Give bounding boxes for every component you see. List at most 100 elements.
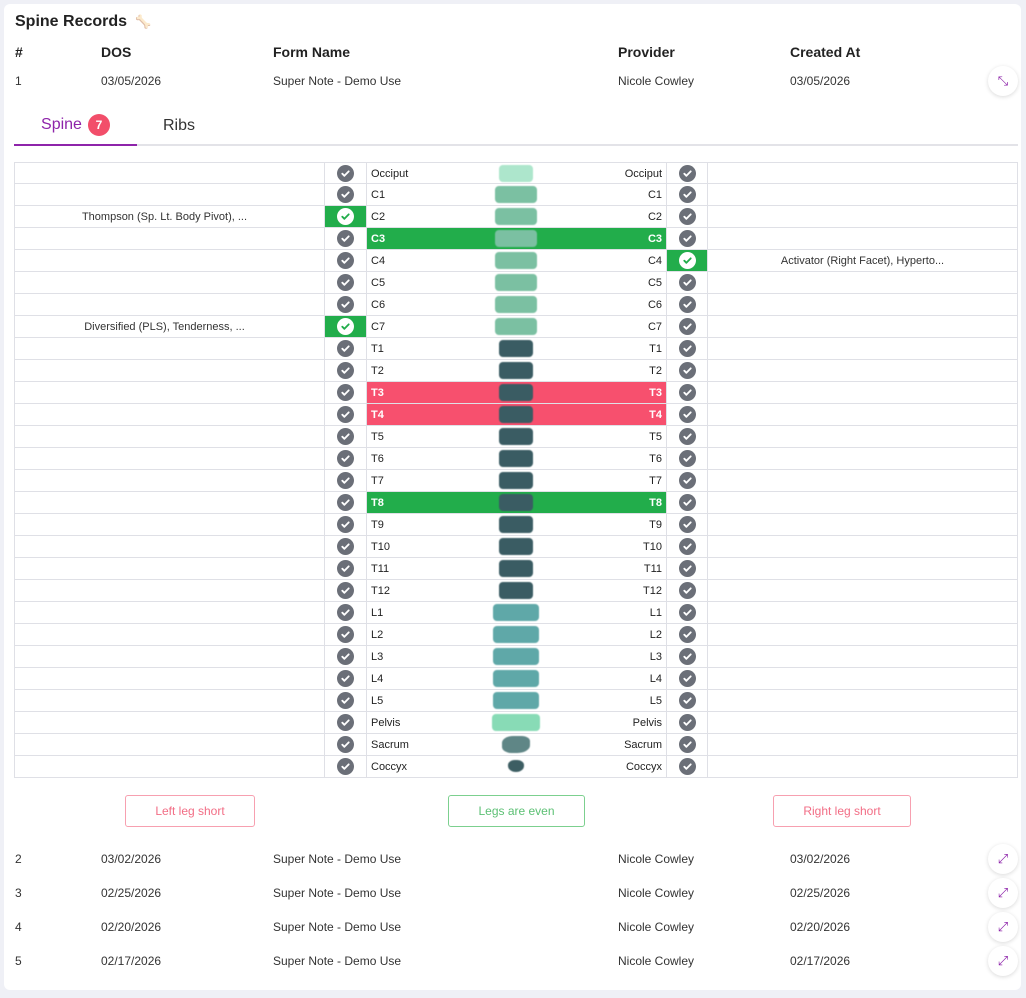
left-note-cell[interactable]: [14, 448, 325, 469]
check-circle-icon[interactable]: [337, 604, 354, 621]
right-check-cell[interactable]: [666, 404, 708, 425]
check-circle-icon[interactable]: [678, 626, 696, 643]
right-check-cell[interactable]: [666, 206, 708, 227]
check-circle-icon[interactable]: [337, 208, 354, 225]
left-note-cell[interactable]: [14, 690, 325, 711]
left-check-cell[interactable]: [325, 338, 367, 359]
left-note-cell[interactable]: [14, 624, 325, 645]
right-check-cell[interactable]: [666, 163, 708, 184]
right-check-cell[interactable]: [666, 294, 708, 315]
left-note-cell[interactable]: [14, 382, 325, 403]
check-circle-icon[interactable]: [337, 252, 354, 269]
right-check-cell[interactable]: [666, 492, 708, 513]
left-check-cell[interactable]: [325, 470, 367, 491]
vertebra-cell[interactable]: Coccyx Coccyx: [367, 756, 666, 777]
right-check-cell[interactable]: [666, 712, 708, 733]
left-check-cell[interactable]: [325, 514, 367, 535]
right-check-cell[interactable]: [666, 668, 708, 689]
vertebra-cell[interactable]: C5 C5: [367, 272, 666, 293]
expand-button[interactable]: ⤢: [988, 844, 1018, 874]
left-check-cell[interactable]: [325, 184, 367, 205]
check-circle-icon[interactable]: [678, 274, 696, 291]
check-circle-icon[interactable]: [337, 296, 354, 313]
left-note-cell[interactable]: [14, 470, 325, 491]
right-note-cell[interactable]: [708, 602, 1018, 623]
left-check-cell[interactable]: [325, 448, 367, 469]
check-circle-icon[interactable]: [678, 208, 696, 225]
right-note-cell[interactable]: [708, 492, 1018, 513]
left-check-cell[interactable]: [325, 382, 367, 403]
left-note-cell[interactable]: [14, 514, 325, 535]
check-circle-icon[interactable]: [678, 714, 696, 731]
right-note-cell[interactable]: [708, 360, 1018, 381]
left-check-cell[interactable]: [325, 206, 367, 227]
left-check-cell[interactable]: [325, 294, 367, 315]
expand-button[interactable]: ⤢: [988, 912, 1018, 942]
left-check-cell[interactable]: [325, 536, 367, 557]
check-circle-icon[interactable]: [678, 472, 696, 489]
check-circle-icon[interactable]: [337, 692, 354, 709]
vertebra-cell[interactable]: T2 T2: [367, 360, 666, 381]
left-check-cell[interactable]: [325, 690, 367, 711]
right-check-cell[interactable]: [666, 536, 708, 557]
check-circle-icon[interactable]: [678, 736, 696, 753]
left-note-cell[interactable]: [14, 712, 325, 733]
left-note-cell[interactable]: [14, 536, 325, 557]
check-circle-icon[interactable]: [678, 362, 696, 379]
right-note-cell[interactable]: [708, 338, 1018, 359]
vertebra-cell[interactable]: C7 C7: [367, 316, 666, 337]
check-circle-icon[interactable]: [678, 450, 696, 467]
right-note-cell[interactable]: [708, 426, 1018, 447]
check-circle-icon[interactable]: [678, 648, 696, 665]
left-check-cell[interactable]: [325, 756, 367, 777]
check-circle-icon[interactable]: [678, 296, 696, 313]
check-circle-icon[interactable]: [678, 340, 696, 357]
check-circle-icon[interactable]: [337, 318, 354, 335]
check-circle-icon[interactable]: [678, 384, 696, 401]
right-check-cell[interactable]: [666, 470, 708, 491]
check-circle-icon[interactable]: [678, 582, 696, 599]
right-note-cell[interactable]: [708, 668, 1018, 689]
check-circle-icon[interactable]: [678, 406, 696, 423]
check-circle-icon[interactable]: [678, 604, 696, 621]
right-note-cell[interactable]: [708, 206, 1018, 227]
vertebra-cell[interactable]: T1 T1: [367, 338, 666, 359]
left-check-cell[interactable]: [325, 734, 367, 755]
left-check-cell[interactable]: [325, 228, 367, 249]
right-check-cell[interactable]: [666, 624, 708, 645]
right-check-cell[interactable]: [666, 646, 708, 667]
vertebra-cell[interactable]: Sacrum Sacrum: [367, 734, 666, 755]
left-check-cell[interactable]: [325, 316, 367, 337]
left-note-cell[interactable]: [14, 228, 325, 249]
left-check-cell[interactable]: [325, 492, 367, 513]
check-circle-icon[interactable]: [337, 362, 354, 379]
vertebra-cell[interactable]: L3 L3: [367, 646, 666, 667]
check-circle-icon[interactable]: [337, 340, 354, 357]
right-note-cell[interactable]: [708, 184, 1018, 205]
tab-spine[interactable]: Spine 7: [14, 106, 137, 146]
left-check-cell[interactable]: [325, 404, 367, 425]
right-check-cell[interactable]: [666, 184, 708, 205]
left-check-cell[interactable]: [325, 668, 367, 689]
left-note-cell[interactable]: Thompson (Sp. Lt. Body Pivot), ...: [14, 206, 325, 227]
check-circle-icon[interactable]: [337, 230, 354, 247]
check-circle-icon[interactable]: [337, 186, 354, 203]
vertebra-cell[interactable]: Pelvis Pelvis: [367, 712, 666, 733]
check-circle-icon[interactable]: [337, 560, 354, 577]
left-check-cell[interactable]: [325, 250, 367, 271]
right-note-cell[interactable]: Activator (Right Facet), Hyperto...: [708, 250, 1018, 271]
left-note-cell[interactable]: [14, 602, 325, 623]
check-circle-icon[interactable]: [337, 714, 354, 731]
vertebra-cell[interactable]: T9 T9: [367, 514, 666, 535]
right-check-cell[interactable]: [666, 272, 708, 293]
vertebra-cell[interactable]: T8 T8: [367, 492, 666, 513]
right-check-cell[interactable]: [666, 580, 708, 601]
left-note-cell[interactable]: [14, 272, 325, 293]
check-circle-icon[interactable]: [337, 736, 354, 753]
check-circle-icon[interactable]: [337, 165, 354, 182]
left-note-cell[interactable]: [14, 426, 325, 447]
left-note-cell[interactable]: [14, 580, 325, 601]
right-check-cell[interactable]: [666, 360, 708, 381]
right-check-cell[interactable]: [666, 316, 708, 337]
right-check-cell[interactable]: [666, 734, 708, 755]
